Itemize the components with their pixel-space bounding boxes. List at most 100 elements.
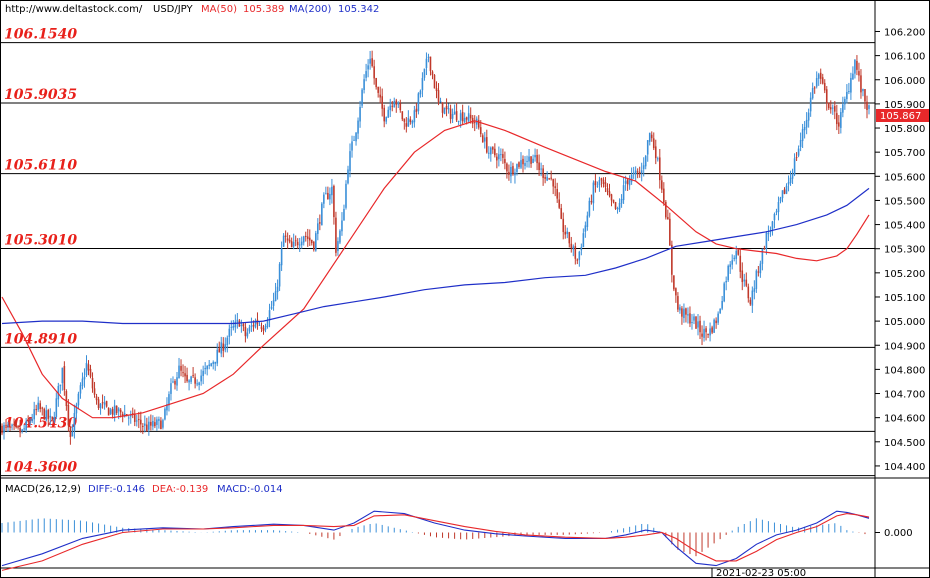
candle-body	[25, 421, 27, 431]
price-tick-label: 106.000	[884, 76, 925, 87]
candle-body	[685, 308, 687, 315]
candle-body	[113, 405, 116, 415]
candle-body	[345, 183, 347, 208]
candle-body	[405, 123, 408, 127]
price-tick-label: 105.400	[884, 221, 925, 232]
candle-body	[11, 424, 13, 426]
candle-body	[399, 103, 402, 111]
candle-body	[351, 141, 353, 151]
candle-body	[681, 308, 683, 317]
candle-body	[584, 225, 587, 232]
candle-body	[137, 419, 140, 421]
candle-body	[679, 307, 681, 311]
candle-body	[357, 120, 359, 134]
candle-body	[254, 320, 257, 328]
candle-body	[280, 248, 283, 266]
candle-body	[178, 365, 180, 379]
candle-body	[731, 260, 734, 265]
candle-body	[767, 233, 770, 235]
candle-body	[142, 425, 144, 427]
candle-body	[5, 424, 7, 426]
candle-body	[624, 181, 627, 184]
candle-body	[473, 122, 476, 124]
price-tick-label: 104.700	[884, 390, 925, 401]
ma200-label: MA(200)	[289, 4, 331, 15]
macd-diff-line	[1, 510, 870, 567]
candle-body	[809, 97, 812, 112]
candle-body	[789, 177, 792, 183]
candle-body	[848, 91, 850, 93]
candle-body	[787, 182, 790, 185]
candle-body	[226, 337, 229, 345]
candle-body	[532, 158, 534, 164]
candle-body	[276, 286, 279, 293]
candle-body	[81, 378, 84, 386]
candle-body	[488, 152, 490, 154]
candle-body	[715, 320, 717, 324]
candle-body	[286, 238, 289, 241]
candle-body	[646, 140, 649, 155]
price-tick-label: 104.800	[884, 365, 925, 376]
candle-body	[51, 416, 54, 420]
price-tick-label: 106.200	[884, 27, 925, 38]
price-tick-label: 105.800	[884, 124, 925, 135]
candle-body	[610, 194, 613, 201]
candle-body	[536, 154, 538, 164]
candle-body	[779, 197, 782, 202]
candle-body	[319, 222, 321, 224]
candle-body	[339, 230, 341, 243]
candle-body	[866, 101, 868, 111]
candle-body	[829, 107, 832, 110]
candle-body	[373, 66, 375, 79]
candle-body	[190, 376, 192, 382]
candle-body	[131, 413, 134, 415]
candle-body	[524, 162, 526, 166]
candle-body	[403, 118, 406, 122]
candle-body	[329, 193, 331, 200]
candle-body	[222, 343, 225, 351]
candle-body	[852, 73, 854, 80]
candle-body	[262, 328, 265, 331]
candle-body	[528, 156, 530, 162]
candle-body	[477, 120, 480, 128]
candle-body	[43, 408, 46, 420]
price-tick-label: 105.500	[884, 196, 925, 207]
candle-body	[620, 198, 623, 204]
candle-body	[590, 201, 593, 203]
candle-body	[638, 172, 641, 174]
candle-body	[860, 75, 862, 93]
candle-body	[415, 108, 418, 112]
level-label: 104.8910	[4, 331, 77, 347]
candle-body	[514, 172, 516, 176]
candle-body	[791, 174, 794, 179]
candle-body	[717, 313, 719, 323]
candle-body	[150, 421, 152, 426]
candle-body	[59, 384, 62, 387]
candle-body	[260, 326, 263, 329]
candle-body	[101, 402, 104, 404]
candle-body	[353, 139, 355, 141]
candle-body	[250, 325, 253, 328]
candle-body	[582, 233, 585, 248]
candle-body	[640, 170, 643, 174]
candle-body	[502, 154, 504, 158]
candle-body	[99, 403, 102, 409]
candle-body	[441, 102, 444, 113]
candle-body	[711, 327, 713, 333]
candle-body	[115, 405, 118, 414]
candle-body	[817, 74, 820, 79]
candle-body	[306, 236, 309, 239]
candle-body	[751, 290, 754, 306]
candle-body	[544, 177, 546, 179]
candle-body	[781, 190, 784, 199]
candle-body	[783, 189, 786, 194]
price-tick-label: 104.600	[884, 414, 925, 425]
candle-body	[765, 232, 768, 249]
candle-body	[284, 235, 287, 237]
level-label: 105.6110	[4, 158, 77, 174]
candle-body	[494, 148, 496, 156]
candle-body	[431, 71, 434, 76]
candle-body	[216, 349, 219, 364]
candle-body	[554, 186, 556, 188]
candle-body	[133, 413, 136, 422]
